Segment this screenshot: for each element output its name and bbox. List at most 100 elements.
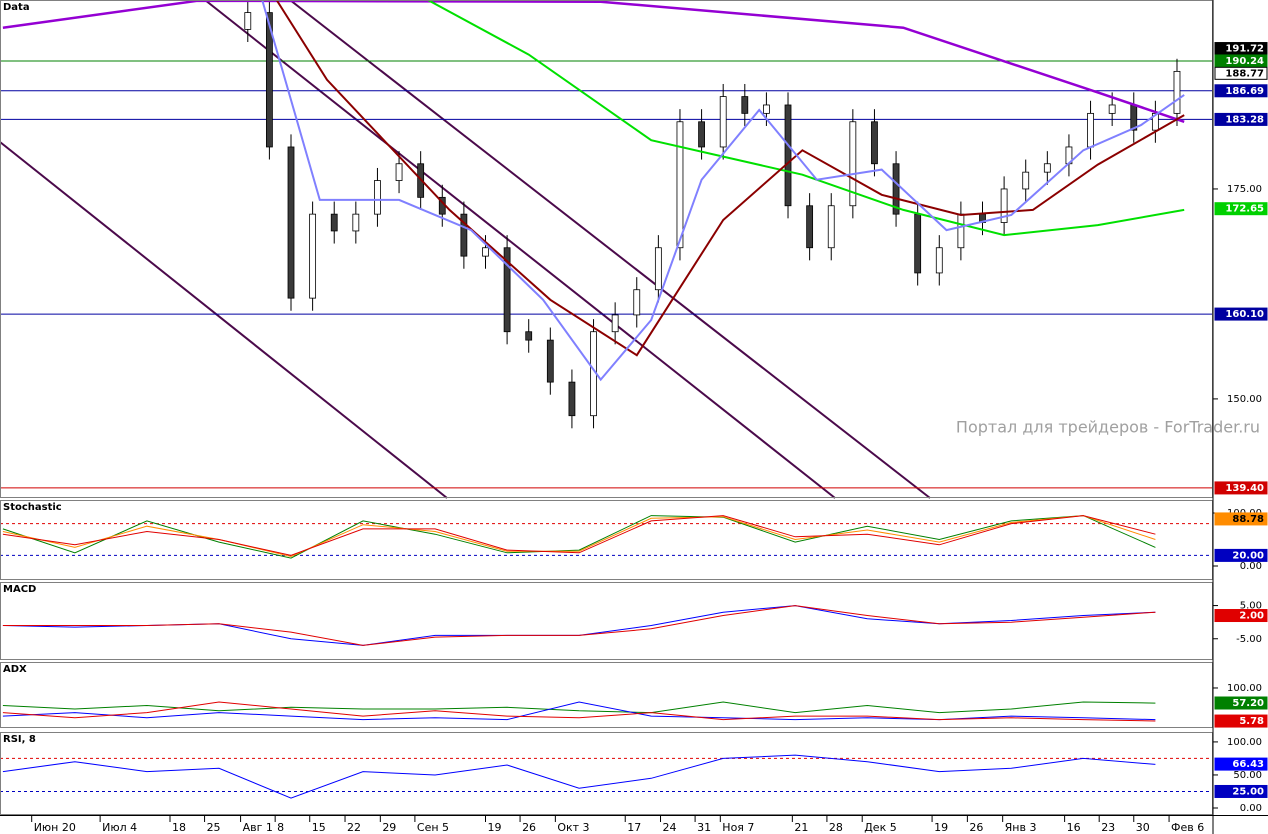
candle-body xyxy=(1108,104,1116,114)
candle-body xyxy=(503,247,511,333)
candle-body xyxy=(957,213,965,249)
price-label: 5.78 xyxy=(1239,716,1264,727)
y-tick-label: 0.00 xyxy=(1240,561,1262,572)
x-tick-label: 24 xyxy=(663,821,677,834)
panel-title-bg xyxy=(1,1,32,13)
x-tick-label: 19 xyxy=(934,821,948,834)
price-label-box xyxy=(1214,84,1268,98)
candle-body xyxy=(763,104,770,114)
price-label: 172.65 xyxy=(1225,204,1264,215)
x-tick-label: Окт 3 xyxy=(557,821,589,834)
y-tick-label: 0.00 xyxy=(1240,803,1262,814)
x-tick-label: 22 xyxy=(347,821,361,834)
price-label: 88.78 xyxy=(1232,514,1264,525)
panel-title: Data xyxy=(3,2,30,13)
indicator-line xyxy=(2,701,1156,721)
x-tick-label: Июл 4 xyxy=(102,821,137,834)
plot-area xyxy=(0,515,1213,559)
indicator-line xyxy=(2,515,1156,558)
candle-body xyxy=(460,213,468,257)
candle-body xyxy=(244,12,252,30)
candle-body xyxy=(741,96,749,114)
candle-body xyxy=(784,104,792,207)
x-tick-label: Янв 3 xyxy=(1005,821,1037,834)
x-tick-label: 30 xyxy=(1136,821,1150,834)
indicator-line xyxy=(2,754,1156,799)
candle-body xyxy=(1087,112,1094,148)
price-label-box xyxy=(1214,714,1268,728)
x-tick-label: 16 xyxy=(1067,821,1081,834)
panel-title-bg xyxy=(1,663,30,675)
candle-body xyxy=(546,339,554,383)
candle-body xyxy=(654,247,662,291)
indicator-line xyxy=(2,515,1156,556)
x-tick-label: Фев 6 xyxy=(1171,821,1204,834)
panel-title: Stochastic xyxy=(3,502,62,513)
price-label: 190.24 xyxy=(1225,56,1264,67)
candle-body xyxy=(806,205,814,249)
candle-body xyxy=(914,213,922,274)
x-tick-label: Авг 1 xyxy=(243,821,273,834)
indicator-line xyxy=(2,0,1185,123)
x-tick-label: 26 xyxy=(522,821,536,834)
trend-channel xyxy=(289,0,931,499)
candle-body xyxy=(1000,188,1008,223)
price-label: 139.40 xyxy=(1225,483,1264,494)
plot-area xyxy=(0,754,1213,799)
candle-body xyxy=(1173,70,1181,114)
candle-body xyxy=(719,96,727,148)
price-label-box xyxy=(1214,481,1268,495)
indicator-line xyxy=(2,701,1156,722)
candle-body xyxy=(352,213,360,232)
x-tick-label: 17 xyxy=(627,821,641,834)
x-tick-label: 15 xyxy=(312,821,326,834)
price-label-box xyxy=(1214,757,1268,771)
watermark: Портал для трейдеров - ForTrader.ru xyxy=(956,418,1260,437)
panel-title: ADX xyxy=(3,664,27,675)
x-tick-label: Дек 5 xyxy=(864,821,897,834)
price-label-box xyxy=(1214,696,1268,710)
x-tick-label: Сен 5 xyxy=(417,821,449,834)
candle-body xyxy=(525,331,533,341)
candle-body xyxy=(827,205,835,249)
price-label: 183.28 xyxy=(1225,114,1264,125)
plot-area xyxy=(2,701,1156,722)
price-label: 188.77 xyxy=(1225,68,1264,79)
x-tick-label: 18 xyxy=(172,821,186,834)
candle-body xyxy=(287,146,295,299)
candle-body xyxy=(676,121,684,249)
candle-body xyxy=(611,314,619,333)
price-label: 57.20 xyxy=(1232,698,1264,709)
price-label: 160.10 xyxy=(1225,309,1264,320)
x-tick-label: 8 xyxy=(277,821,284,834)
candle-body xyxy=(265,12,273,148)
x-tick-label: 26 xyxy=(969,821,983,834)
y-tick-label: 175.00 xyxy=(1227,184,1262,195)
x-tick-label: 23 xyxy=(1101,821,1115,834)
candle-body xyxy=(698,121,705,148)
y-tick-label: 100.00 xyxy=(1227,737,1262,748)
price-label-box xyxy=(1214,784,1268,798)
indicator-line xyxy=(2,701,1156,714)
price-label-box xyxy=(1214,66,1268,80)
candle-body xyxy=(871,121,878,165)
candle-body xyxy=(1043,163,1051,173)
panel-title-bg xyxy=(1,583,39,595)
y-tick-label: 150.00 xyxy=(1227,394,1262,405)
price-label-box xyxy=(1214,307,1268,321)
price-label-box xyxy=(1214,609,1268,623)
candle-body xyxy=(395,163,403,181)
price-label-box xyxy=(1214,202,1268,216)
x-tick-label: Июн 20 xyxy=(34,821,76,834)
x-tick-label: 21 xyxy=(794,821,808,834)
indicator-line xyxy=(261,0,1185,382)
candle-body xyxy=(309,213,317,299)
price-label: 66.43 xyxy=(1232,759,1264,770)
y-tick-label: 5.00 xyxy=(1240,601,1262,612)
candle-body xyxy=(374,180,381,215)
x-tick-label: Ноя 7 xyxy=(722,821,754,834)
panel-title: MACD xyxy=(3,584,36,595)
